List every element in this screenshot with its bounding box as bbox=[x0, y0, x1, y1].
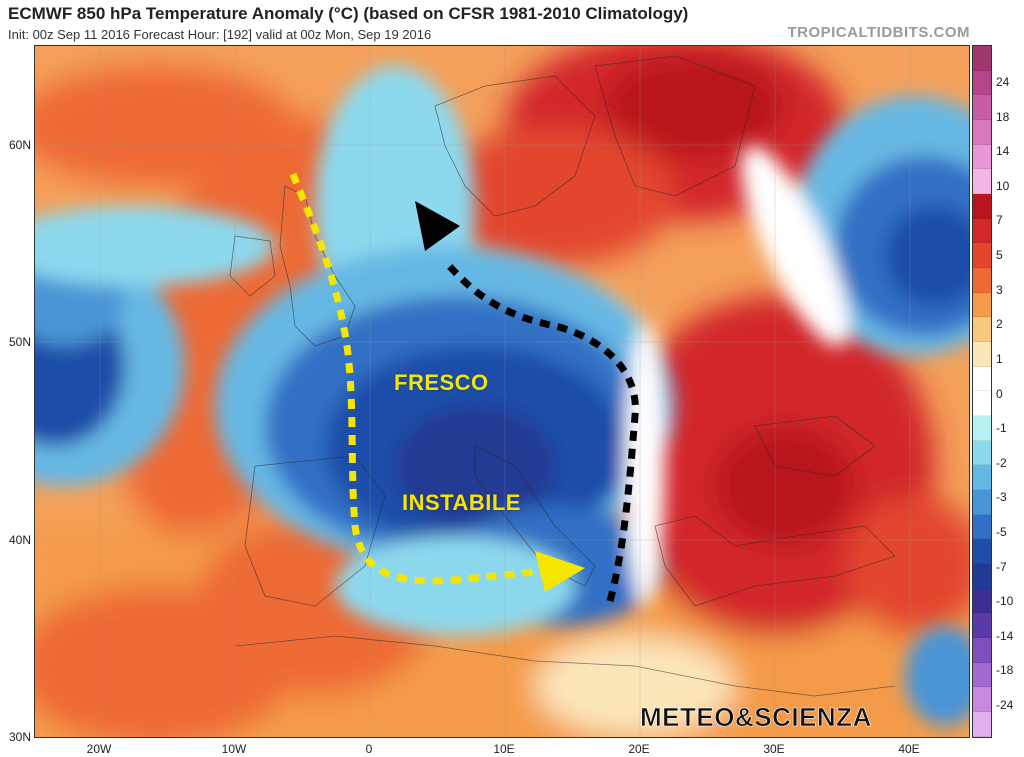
colorbar-label: -14 bbox=[996, 628, 1014, 643]
colorbar-label: 2 bbox=[996, 317, 1003, 332]
colorbar-swatch bbox=[973, 46, 991, 71]
lon-label: 10E bbox=[493, 742, 515, 756]
colorbar-swatch bbox=[973, 712, 991, 737]
colorbar-swatch bbox=[973, 588, 991, 614]
colorbar-swatch bbox=[973, 95, 991, 121]
colorbar-label: -24 bbox=[996, 698, 1014, 712]
colorbar-label: 24 bbox=[996, 75, 1010, 89]
yellow-flow-arrow bbox=[289, 172, 546, 585]
colorbar-swatch bbox=[973, 416, 991, 441]
lon-label: 30E bbox=[763, 742, 785, 756]
colorbar-swatch bbox=[973, 514, 991, 540]
colorbar-swatch bbox=[973, 539, 991, 565]
black-flow-arrow bbox=[442, 258, 639, 602]
colorbar-label: -5 bbox=[996, 524, 1007, 539]
watermark-label: METEO&SCIENZA bbox=[640, 702, 872, 733]
colorbar-swatch bbox=[973, 391, 991, 417]
colorbar-label: -3 bbox=[996, 490, 1007, 505]
instabile-label: INSTABILE bbox=[402, 490, 521, 515]
colorbar-swatch bbox=[973, 169, 991, 195]
colorbar-label: -10 bbox=[996, 594, 1014, 609]
colorbar-swatch bbox=[973, 70, 991, 96]
colorbar-label: -2 bbox=[996, 455, 1007, 470]
colorbar-swatch bbox=[973, 366, 991, 392]
anomaly-map bbox=[34, 45, 970, 738]
black-arrowhead-icon bbox=[415, 201, 460, 251]
colorbar-swatch bbox=[973, 317, 991, 343]
brand-label: TROPICALTIDBITS.COM bbox=[787, 24, 970, 41]
colorbar-swatch bbox=[973, 687, 991, 713]
colorbar-label: 7 bbox=[996, 213, 1003, 228]
colorbar-label: 1 bbox=[996, 351, 1003, 366]
colorbar-swatch bbox=[973, 342, 991, 367]
colorbar-swatch bbox=[973, 243, 991, 269]
lon-label: 0 bbox=[365, 742, 373, 756]
colorbar-swatch bbox=[973, 144, 991, 170]
colorbar bbox=[972, 45, 992, 738]
colorbar-swatch bbox=[973, 268, 991, 293]
lat-label: 50N bbox=[8, 335, 31, 349]
colorbar-swatch bbox=[973, 440, 991, 466]
colorbar-swatch bbox=[973, 465, 991, 491]
coastlines bbox=[229, 55, 896, 697]
lon-label: 10W bbox=[221, 742, 247, 756]
lon-label: 20E bbox=[628, 742, 650, 756]
colorbar-label: 18 bbox=[996, 109, 1010, 124]
colorbar-swatch bbox=[973, 638, 991, 663]
map-canvas bbox=[35, 46, 969, 737]
yellow-arrowhead-icon bbox=[535, 551, 585, 592]
colorbar-swatch bbox=[973, 218, 991, 244]
map-title: ECMWF 850 hPa Temperature Anomaly (°C) (… bbox=[8, 4, 689, 23]
colorbar-label: -1 bbox=[996, 421, 1007, 436]
colorbar-label: -7 bbox=[996, 559, 1007, 574]
colorbar-label: 14 bbox=[996, 144, 1010, 159]
colorbar-swatch bbox=[973, 613, 991, 639]
lat-label: 40N bbox=[8, 533, 31, 547]
map-subtitle: Init: 00z Sep 11 2016 Forecast Hour: [19… bbox=[8, 27, 432, 42]
colorbar-swatch bbox=[973, 662, 991, 688]
lon-label: 40E bbox=[898, 742, 920, 756]
lat-label: 60N bbox=[8, 138, 31, 152]
colorbar-swatch bbox=[973, 292, 991, 318]
colorbar-label: 5 bbox=[996, 248, 1003, 263]
colorbar-label: 0 bbox=[996, 386, 1003, 401]
colorbar-swatch bbox=[973, 564, 991, 589]
colorbar-swatch bbox=[973, 194, 991, 219]
colorbar-swatch bbox=[973, 120, 991, 145]
lon-label: 20W bbox=[86, 742, 112, 756]
colorbar-label: -18 bbox=[996, 663, 1014, 678]
graticule bbox=[35, 46, 969, 737]
colorbar-label: 3 bbox=[996, 282, 1003, 297]
fresco-label: FRESCO bbox=[394, 370, 489, 395]
lat-label: 30N bbox=[8, 730, 31, 744]
colorbar-label: 10 bbox=[996, 178, 1010, 193]
colorbar-swatch bbox=[973, 490, 991, 515]
